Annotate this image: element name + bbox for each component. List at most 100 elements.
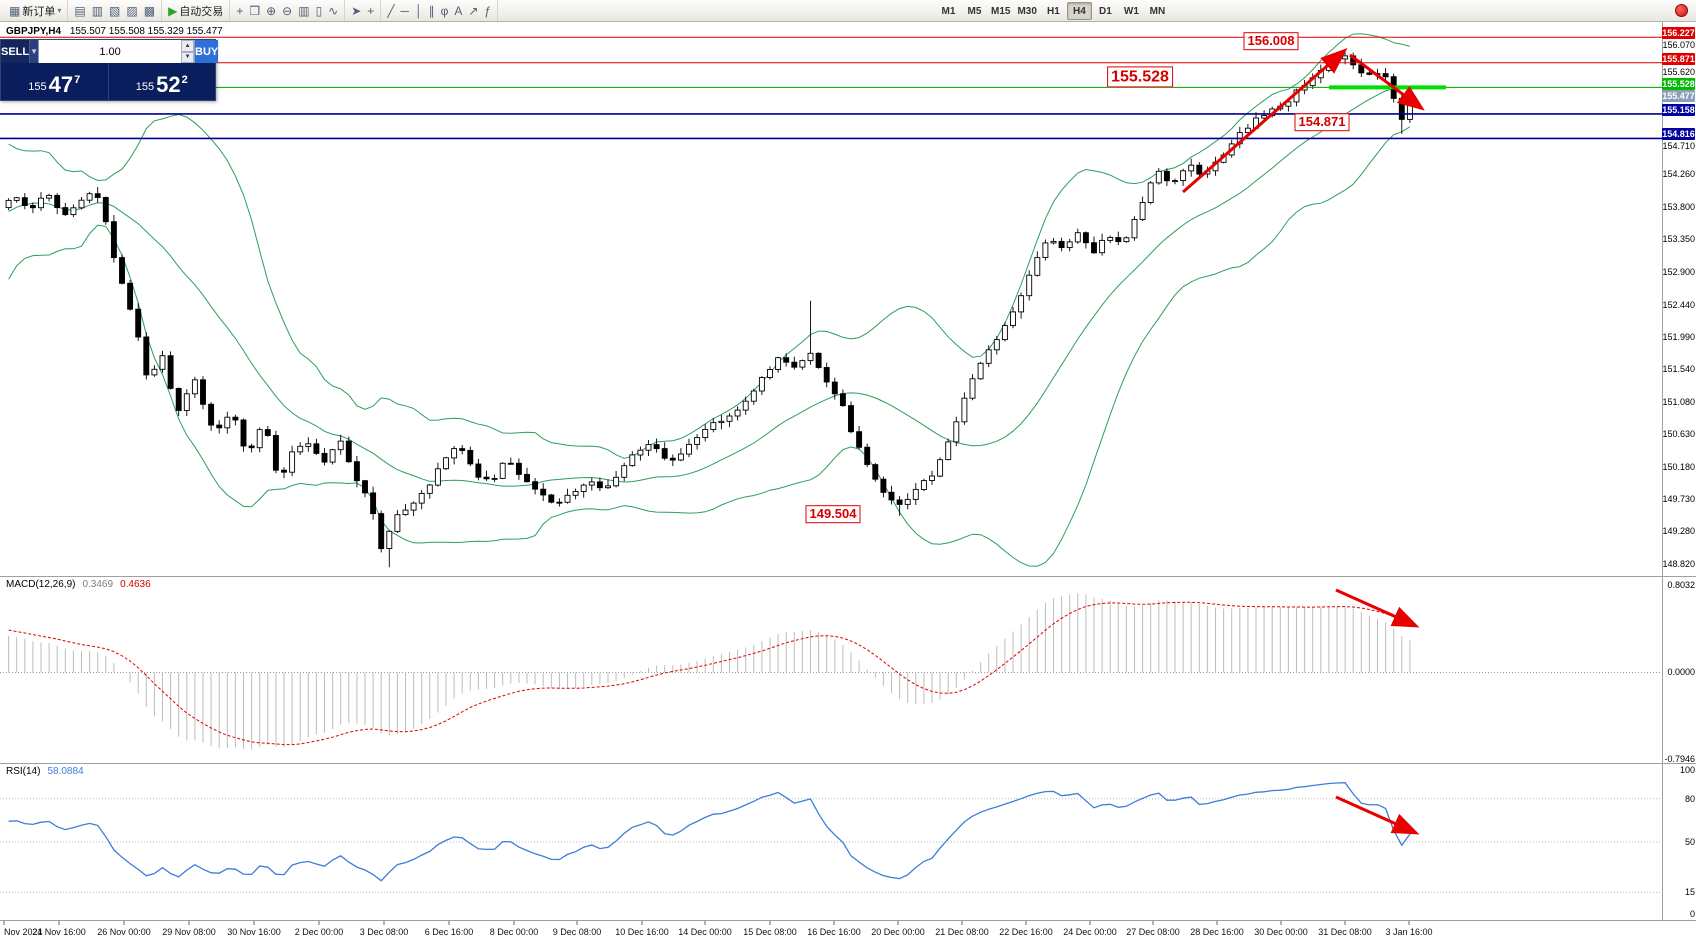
- buy-button[interactable]: BUY: [195, 40, 219, 63]
- buy-price-prefix: 155: [135, 81, 155, 93]
- cursor-icon[interactable]: ➤: [348, 2, 364, 20]
- rsi-value: 58.0884: [47, 766, 84, 777]
- symbol-label: GBPJPY,H4: [6, 26, 62, 37]
- time-axis-ticks: [3, 921, 1410, 925]
- data-window-icon-icon: ▥: [91, 3, 104, 18]
- sell-quote[interactable]: 155 47 7: [1, 63, 109, 100]
- navigator-icon[interactable]: ▧: [106, 2, 123, 20]
- line-chart-icon-icon: ∿: [328, 3, 339, 18]
- timeframe-m15-button[interactable]: M15: [991, 5, 1011, 17]
- chart-header: GBPJPY,H4 155.507 155.508 155.329 155.47…: [6, 26, 223, 37]
- rsi-name: RSI(14): [6, 766, 41, 777]
- fibonacci-icon-icon: φ: [440, 3, 449, 18]
- timeframe-m30-button[interactable]: M30: [1017, 5, 1037, 17]
- volume-down-button[interactable]: ▼: [181, 51, 195, 63]
- bar-chart-icon-icon: ▥: [298, 3, 310, 18]
- new-order-icon: ▦: [9, 3, 21, 18]
- strategy-tester-icon[interactable]: ▩: [141, 2, 158, 20]
- profiles-icon[interactable]: ❐: [246, 2, 263, 20]
- zoom-in-icon-icon: ⊕: [266, 3, 277, 18]
- ohlc-values: 155.507 155.508 155.329 155.477: [69, 26, 223, 37]
- zoom-out-icon[interactable]: ⊖: [279, 2, 295, 20]
- chevron-down-icon[interactable]: ▼: [29, 40, 39, 63]
- volume-input[interactable]: [39, 40, 182, 63]
- timeframe-mn-button[interactable]: MN: [1149, 5, 1166, 17]
- macd-name: MACD(12,26,9): [6, 579, 76, 590]
- crosshair-icon[interactable]: +: [364, 2, 377, 20]
- vertical-line-icon[interactable]: │: [412, 2, 426, 20]
- trend-arrow[interactable]: [1335, 795, 1420, 835]
- candlestick-chart-icon[interactable]: ▯: [313, 2, 326, 20]
- trend-arrow[interactable]: [1335, 588, 1420, 628]
- timeframe-m5-button[interactable]: M5: [967, 5, 982, 17]
- timeframe-w1-button[interactable]: W1: [1123, 5, 1139, 17]
- trend-arrow[interactable]: [1349, 53, 1425, 111]
- fibonacci-icon[interactable]: φ: [438, 2, 452, 20]
- trendline-icon[interactable]: ╱: [384, 2, 397, 20]
- sell-price-big: 47: [48, 72, 74, 97]
- sell-button[interactable]: SELL: [1, 40, 30, 63]
- horizontal-line-icon[interactable]: ─: [398, 2, 413, 20]
- auto-trading-icon: ▶: [168, 3, 178, 18]
- data-window-icon[interactable]: ▥: [89, 2, 106, 20]
- timeframe-h1-button[interactable]: H1: [1047, 5, 1060, 17]
- profiles-icon-icon: ❐: [249, 3, 261, 18]
- new-order-button-label: 新订单: [22, 5, 56, 18]
- toolbar: ▦ 新订单 ▾ ▤ ▥ ▧ ▨ ▩ ▶ 自动交易 + ❐ ⊕ ⊖ ▥ ▯ ∿ ➤ + ╱ ─ │ ∥ φ A ↗ ƒ: [0, 0, 1696, 22]
- auto-trading-button[interactable]: ▶ 自动交易: [165, 2, 226, 20]
- buy-price-big: 52: [156, 72, 181, 97]
- crosshair-icon-icon: +: [367, 3, 375, 18]
- zoom-out-icon-icon: ⊖: [282, 3, 293, 18]
- indicators-icon[interactable]: ƒ: [481, 2, 494, 20]
- zoom-in-icon[interactable]: ⊕: [263, 2, 279, 20]
- channel-icon[interactable]: ∥: [426, 2, 438, 20]
- navigator-icon-icon: ▧: [109, 3, 121, 18]
- text-icon[interactable]: A: [451, 2, 465, 20]
- caret-down-icon: ▾: [57, 6, 62, 15]
- text-icon-icon: A: [454, 3, 463, 18]
- rsi-label: RSI(14) 58.0884: [6, 766, 84, 777]
- new-order-button[interactable]: ▦ 新订单 ▾: [6, 2, 64, 20]
- sell-price-sup: 7: [74, 74, 81, 86]
- auto-trading-button-label: 自动交易: [179, 5, 224, 18]
- market-watch-icon[interactable]: ▤: [71, 2, 88, 20]
- new-chart-icon-icon: +: [236, 3, 244, 18]
- terminal-icon[interactable]: ▨: [123, 2, 140, 20]
- alert-icon[interactable]: [1675, 4, 1688, 17]
- timeframe-h4-button[interactable]: H4: [1066, 2, 1092, 20]
- timeframe-d1-button[interactable]: D1: [1099, 5, 1112, 17]
- macd-indicator: [0, 593, 1662, 750]
- arrows-icon-icon: ↗: [468, 3, 479, 18]
- line-chart-icon[interactable]: ∿: [325, 2, 341, 20]
- horizontal-line-icon-icon: ─: [400, 3, 410, 18]
- arrows-icon[interactable]: ↗: [465, 2, 481, 20]
- candles: [5, 52, 1413, 568]
- new-chart-icon[interactable]: +: [233, 2, 246, 20]
- channel-icon-icon: ∥: [428, 3, 435, 18]
- trend-arrow[interactable]: [1182, 48, 1348, 194]
- market-watch-icon-icon: ▤: [74, 3, 86, 18]
- strategy-tester-icon-icon: ▩: [143, 3, 156, 18]
- buy-price-sup: 2: [181, 74, 188, 86]
- horizontal-lines[interactable]: [0, 36, 1662, 140]
- toolbar-groups: ▦ 新订单 ▾ ▤ ▥ ▧ ▨ ▩ ▶ 自动交易 + ❐ ⊕ ⊖ ▥ ▯ ∿ ➤ + ╱ ─ │ ∥ φ A ↗ ƒ: [3, 0, 499, 21]
- volume-up-button[interactable]: ▲: [181, 40, 195, 52]
- timeframe-toolbar: M1 M5 M15 M30 H1 H4 D1 W1 MN: [936, 2, 1170, 20]
- trendline-icon-icon: ╱: [387, 3, 395, 18]
- sell-price-prefix: 155: [28, 81, 47, 93]
- terminal-icon-icon: ▨: [126, 3, 138, 18]
- rsi-indicator: [0, 782, 1662, 893]
- cursor-icon-icon: ➤: [351, 3, 362, 18]
- one-click-trading-panel: SELL ▼ ▲ ▼ BUY 155 47 7 155 52 2: [0, 39, 219, 101]
- bar-chart-icon[interactable]: ▥: [295, 2, 312, 20]
- vertical-line-icon-icon: │: [415, 3, 423, 18]
- macd-label: MACD(12,26,9) 0.3469 0.4636: [6, 579, 151, 590]
- indicators-icon-icon: ƒ: [484, 3, 492, 18]
- candlestick-chart-icon-icon: ▯: [315, 3, 323, 18]
- buy-quote[interactable]: 155 52 2: [109, 63, 216, 100]
- timeframe-m1-button[interactable]: M1: [941, 5, 956, 17]
- macd-main-value: 0.3469: [82, 579, 114, 590]
- bollinger-bands: [8, 33, 1411, 567]
